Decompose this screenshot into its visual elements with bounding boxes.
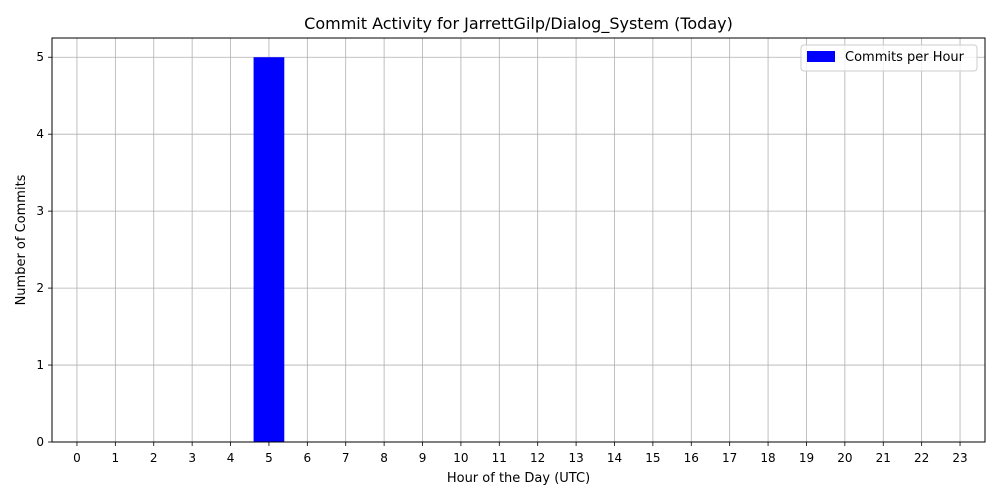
x-axis-ticks: 0 1 2 3 4 5 6 7 8 9 10 11 12 13 14 15 16 17 18 19 20 21 22 23 [73, 442, 968, 465]
bar-hour-5 [253, 57, 285, 442]
bars [253, 57, 285, 442]
legend-label: Commits per Hour [845, 50, 965, 65]
x-tick-label: 6 [304, 451, 312, 465]
y-tick-label: 5 [36, 50, 44, 64]
x-tick-label: 1 [112, 451, 120, 465]
x-tick-label: 2 [150, 451, 158, 465]
y-axis-ticks: 0 1 2 3 4 5 [36, 50, 52, 449]
x-tick-label: 8 [380, 451, 388, 465]
x-axis-label: Hour of the Day (UTC) [447, 471, 590, 486]
x-tick-label: 17 [722, 451, 737, 465]
y-tick-label: 3 [36, 204, 44, 218]
x-tick-label: 18 [760, 451, 775, 465]
y-tick-label: 1 [36, 358, 44, 372]
plot-area-frame [51, 37, 986, 443]
y-tick-label: 0 [36, 435, 44, 449]
x-tick-label: 22 [914, 451, 929, 465]
y-axis-label: Number of Commits [14, 174, 29, 305]
y-tick-label: 2 [36, 281, 44, 295]
x-tick-label: 12 [530, 451, 545, 465]
x-tick-label: 16 [684, 451, 699, 465]
x-tick-label: 10 [453, 451, 468, 465]
x-tick-label: 7 [342, 451, 350, 465]
chart-title: Commit Activity for JarrettGilp/Dialog_S… [304, 14, 733, 34]
x-tick-label: 9 [419, 451, 427, 465]
legend-box [800, 44, 978, 72]
x-tick-label: 14 [607, 451, 622, 465]
x-tick-label: 5 [265, 451, 273, 465]
x-tick-label: 3 [188, 451, 196, 465]
x-tick-label: 11 [492, 451, 507, 465]
grid-lines [52, 38, 985, 443]
x-tick-label: 20 [837, 451, 852, 465]
legend: Commits per Hour [800, 44, 978, 72]
x-tick-label: 19 [799, 451, 814, 465]
x-tick-label: 15 [645, 451, 660, 465]
legend-swatch [807, 51, 835, 62]
x-tick-label: 21 [876, 451, 891, 465]
x-tick-label: 0 [73, 451, 81, 465]
y-tick-label: 4 [36, 127, 44, 141]
x-tick-label: 23 [952, 451, 967, 465]
x-tick-label: 4 [227, 451, 235, 465]
x-tick-label: 13 [568, 451, 583, 465]
